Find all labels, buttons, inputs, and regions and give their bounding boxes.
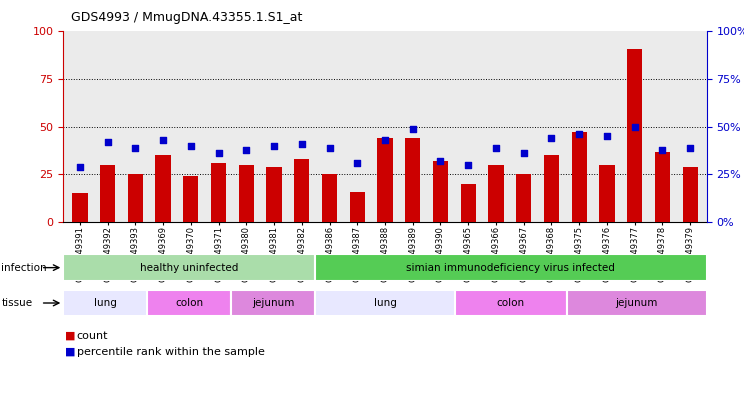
Bar <box>266 167 282 222</box>
Bar <box>155 155 170 222</box>
Point <box>629 123 641 130</box>
Bar <box>682 167 698 222</box>
Bar <box>350 191 365 222</box>
Bar <box>315 254 707 281</box>
Point <box>324 145 336 151</box>
Point <box>240 147 252 153</box>
Text: tissue: tissue <box>1 298 33 308</box>
Bar <box>627 49 642 222</box>
Point <box>74 163 86 170</box>
Point <box>157 137 169 143</box>
Bar <box>128 174 143 222</box>
Bar <box>567 290 707 316</box>
Point <box>268 143 280 149</box>
Point <box>601 133 613 140</box>
Bar <box>544 155 559 222</box>
Bar <box>655 152 670 222</box>
Text: jejunum: jejunum <box>616 298 658 308</box>
Bar <box>63 254 315 281</box>
Point <box>490 145 502 151</box>
Text: infection: infection <box>1 263 47 273</box>
Point <box>379 137 391 143</box>
Text: ■: ■ <box>65 347 76 357</box>
Point <box>351 160 363 166</box>
Text: simian immunodeficiency virus infected: simian immunodeficiency virus infected <box>406 263 615 273</box>
Text: ■: ■ <box>65 331 76 341</box>
Text: percentile rank within the sample: percentile rank within the sample <box>77 347 265 357</box>
Bar <box>239 165 254 222</box>
Point <box>518 150 530 156</box>
Bar <box>63 290 147 316</box>
Point <box>684 145 696 151</box>
Bar <box>183 176 199 222</box>
Text: colon: colon <box>175 298 203 308</box>
Bar <box>455 290 567 316</box>
Bar <box>405 138 420 222</box>
Bar <box>433 161 448 222</box>
Bar <box>231 290 315 316</box>
Point <box>129 145 141 151</box>
Bar <box>100 165 115 222</box>
Text: count: count <box>77 331 108 341</box>
Bar <box>600 165 615 222</box>
Text: lung: lung <box>94 298 117 308</box>
Bar <box>377 138 393 222</box>
Point <box>102 139 114 145</box>
Bar <box>294 159 310 222</box>
Text: healthy uninfected: healthy uninfected <box>140 263 238 273</box>
Point <box>545 135 557 141</box>
Point <box>185 143 197 149</box>
Point <box>462 162 474 168</box>
Text: GDS4993 / MmugDNA.43355.1.S1_at: GDS4993 / MmugDNA.43355.1.S1_at <box>71 11 302 24</box>
Bar <box>516 174 531 222</box>
Point <box>573 131 585 138</box>
Text: lung: lung <box>373 298 397 308</box>
Point <box>296 141 308 147</box>
Point <box>407 125 419 132</box>
Bar <box>211 163 226 222</box>
Point <box>656 147 668 153</box>
Bar <box>147 290 231 316</box>
Text: colon: colon <box>497 298 525 308</box>
Bar <box>571 132 587 222</box>
Bar <box>315 290 455 316</box>
Bar <box>72 193 88 222</box>
Text: jejunum: jejunum <box>252 298 295 308</box>
Point <box>434 158 446 164</box>
Bar <box>461 184 476 222</box>
Bar <box>488 165 504 222</box>
Bar <box>322 174 337 222</box>
Point <box>213 150 225 156</box>
